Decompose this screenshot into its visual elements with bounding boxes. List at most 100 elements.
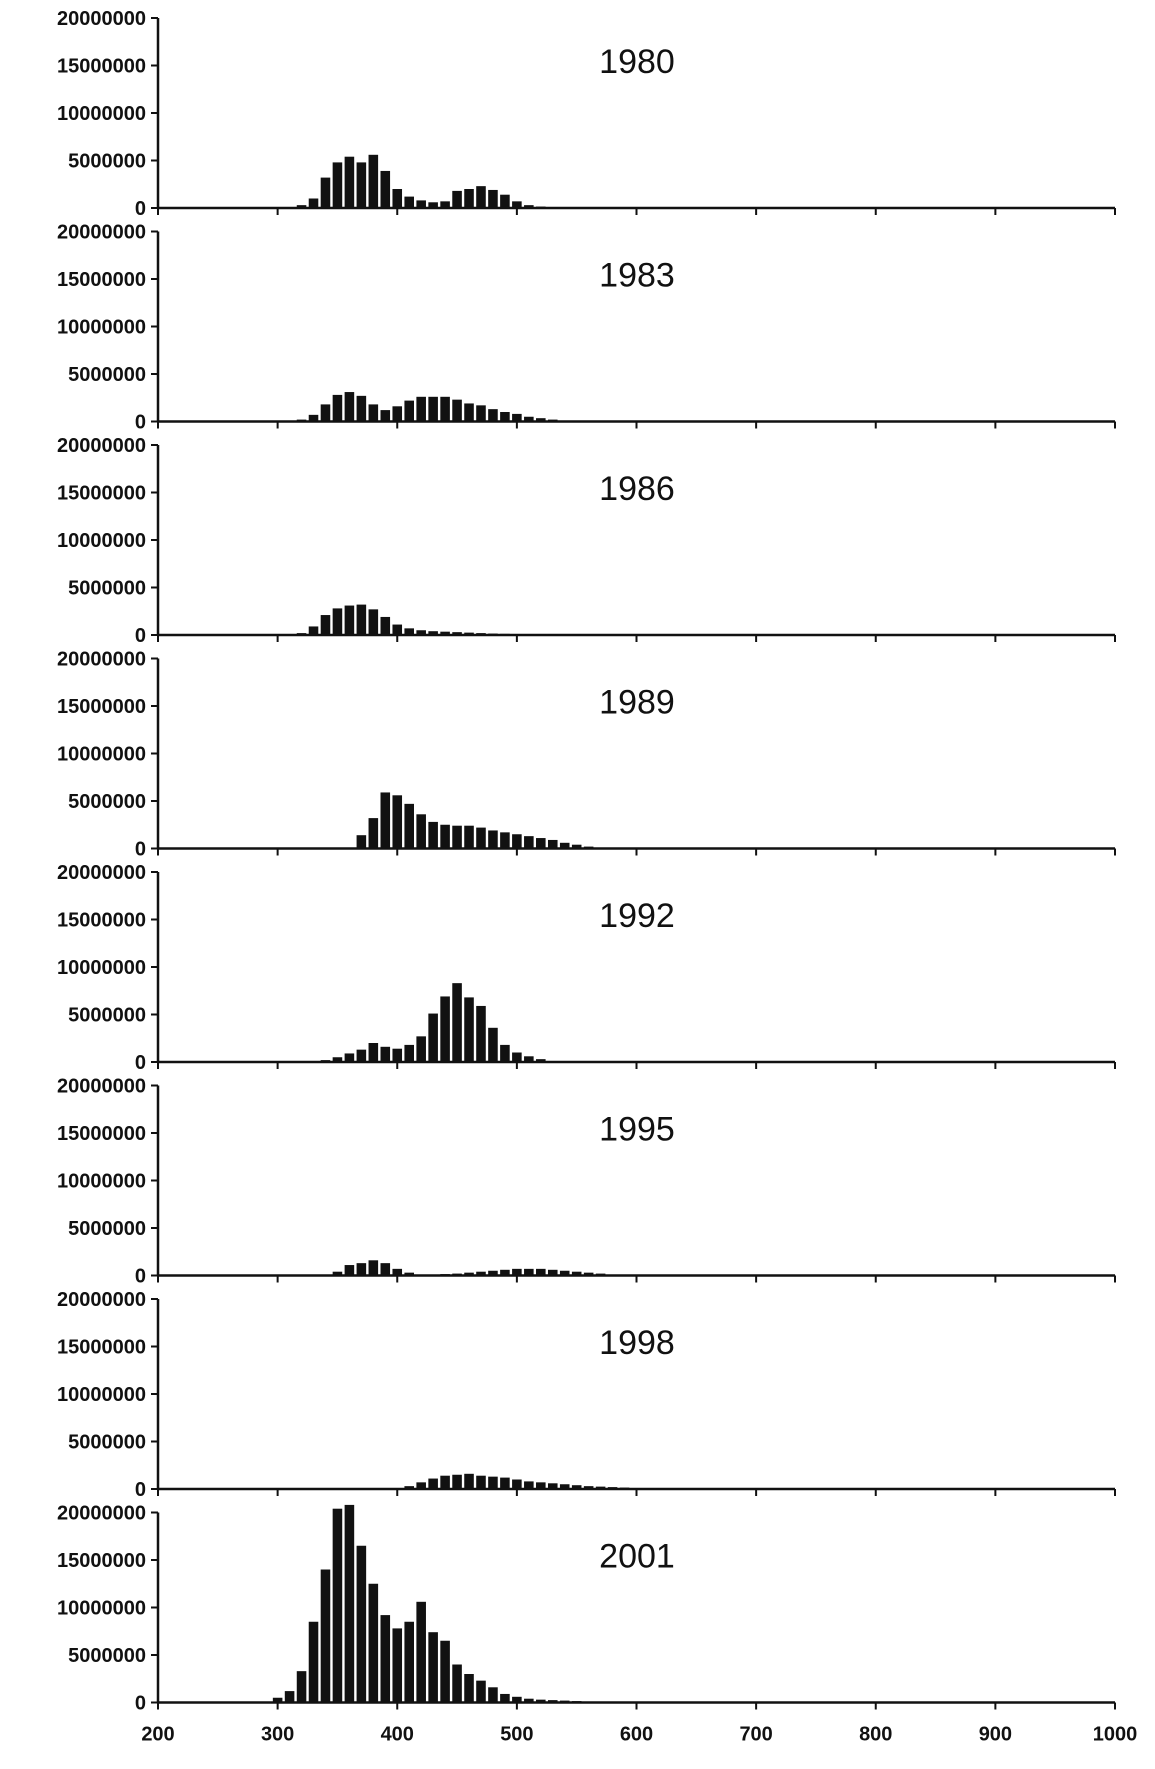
bar <box>392 795 402 848</box>
bar <box>512 634 522 635</box>
bar <box>476 1006 486 1062</box>
y-tick-label: 5000000 <box>68 1645 146 1667</box>
bar <box>464 1273 474 1276</box>
bar <box>524 1699 534 1703</box>
bar <box>524 205 534 208</box>
y-tick-label: 20000000 <box>57 649 146 671</box>
bar <box>369 1043 379 1062</box>
bar <box>309 626 319 635</box>
bar <box>512 1269 522 1276</box>
bar <box>440 632 450 635</box>
bar <box>309 199 319 209</box>
bar <box>381 410 391 421</box>
bar <box>345 606 355 635</box>
bar <box>608 1275 618 1276</box>
y-tick-label: 5000000 <box>68 1432 146 1454</box>
y-tick-label: 0 <box>135 839 146 861</box>
bar <box>440 996 450 1062</box>
x-tick-label: 200 <box>141 1724 174 1746</box>
bar <box>428 1632 438 1702</box>
bar <box>381 617 391 635</box>
bar <box>428 631 438 635</box>
bar <box>464 997 474 1062</box>
bar <box>452 1274 462 1276</box>
panel-title: 1986 <box>599 470 675 508</box>
bar <box>488 409 498 421</box>
bar <box>536 1700 546 1703</box>
bar <box>440 825 450 849</box>
bar <box>404 1045 414 1062</box>
bar <box>500 412 510 422</box>
bar <box>428 1479 438 1489</box>
bar <box>488 1271 498 1276</box>
bar <box>488 1028 498 1062</box>
bar <box>536 418 546 421</box>
bar <box>584 1273 594 1276</box>
bar <box>452 400 462 422</box>
y-tick-label: 20000000 <box>57 1076 146 1098</box>
bar <box>488 190 498 208</box>
bar <box>452 826 462 849</box>
bar <box>524 1481 534 1489</box>
bar <box>392 1269 402 1276</box>
bar <box>392 1049 402 1062</box>
bar <box>357 1050 367 1062</box>
x-tick-label: 600 <box>620 1724 653 1746</box>
bar <box>464 189 474 208</box>
bar <box>512 1697 522 1703</box>
bar <box>476 1272 486 1276</box>
bar <box>392 1628 402 1702</box>
bar <box>440 1476 450 1489</box>
bar <box>357 162 367 208</box>
bar <box>404 401 414 422</box>
bar <box>345 1053 355 1062</box>
bar <box>369 818 379 848</box>
bar <box>392 406 402 421</box>
bar <box>333 395 343 422</box>
bar <box>584 847 594 849</box>
bar <box>524 1269 534 1276</box>
bar <box>476 1681 486 1703</box>
bar <box>488 634 498 635</box>
bar <box>357 835 367 848</box>
bar <box>512 834 522 848</box>
bar <box>381 1047 391 1062</box>
bar <box>476 633 486 635</box>
bar <box>297 420 307 422</box>
bar <box>512 201 522 208</box>
bar <box>524 634 534 635</box>
bar <box>464 826 474 849</box>
bar <box>428 397 438 422</box>
y-tick-label: 20000000 <box>57 1289 146 1311</box>
y-tick-label: 20000000 <box>57 435 146 457</box>
y-tick-label: 5000000 <box>68 1005 146 1027</box>
bar <box>476 1476 486 1489</box>
bar <box>333 1057 343 1062</box>
y-tick-label: 10000000 <box>57 1384 146 1406</box>
bar <box>572 1701 582 1702</box>
x-tick-label: 300 <box>261 1724 294 1746</box>
bar <box>416 630 426 635</box>
bar <box>416 397 426 422</box>
bar <box>404 197 414 208</box>
panel-title: 1995 <box>599 1111 675 1149</box>
bar <box>536 634 546 635</box>
bar <box>357 1546 367 1703</box>
bar <box>512 414 522 422</box>
bar <box>536 207 546 208</box>
bar <box>548 1270 558 1276</box>
bar <box>464 1674 474 1703</box>
bar <box>500 832 510 848</box>
bar <box>572 1485 582 1489</box>
bar <box>560 1484 570 1489</box>
bar <box>404 804 414 849</box>
bar <box>452 191 462 208</box>
y-tick-label: 15000000 <box>57 696 146 718</box>
bar <box>464 1474 474 1489</box>
bar <box>297 633 307 635</box>
panel-title: 2001 <box>599 1538 675 1576</box>
